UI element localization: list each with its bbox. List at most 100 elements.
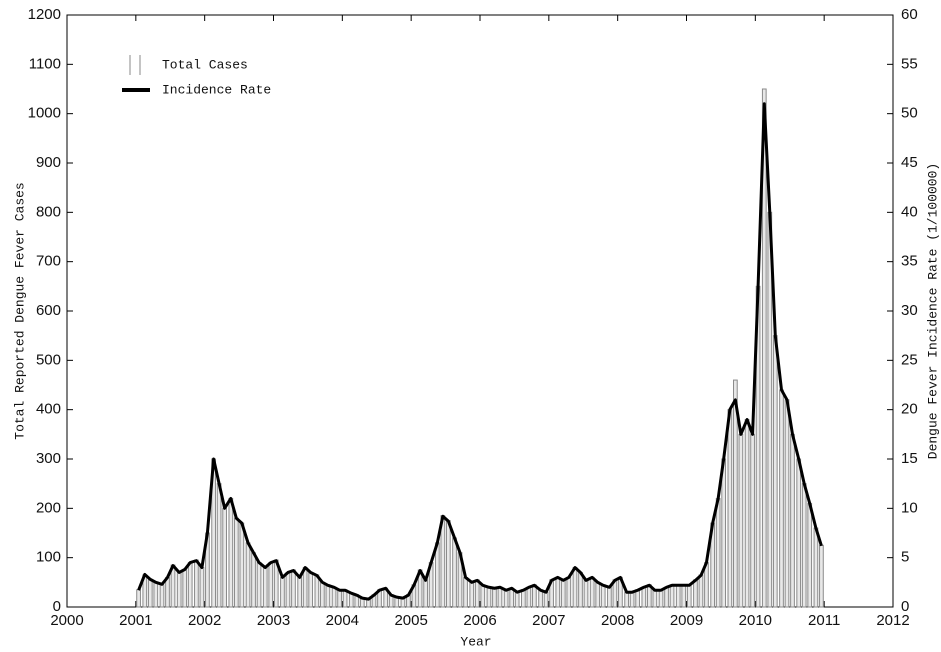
x-tick-label: 2005 — [394, 612, 427, 629]
y2-tick-label: 50 — [901, 105, 918, 122]
bar — [589, 576, 595, 608]
bar — [738, 433, 744, 608]
x-tick-label: 2012 — [876, 612, 909, 629]
y-tick-label: 0 — [53, 598, 61, 615]
bar — [514, 591, 520, 608]
bar — [555, 576, 561, 608]
y-tick-label: 800 — [36, 203, 61, 220]
bar — [761, 88, 767, 608]
bar — [538, 589, 543, 608]
bar — [320, 581, 325, 608]
y2-tick-label: 25 — [901, 351, 918, 368]
bar — [222, 507, 227, 608]
x-tick-label: 2002 — [188, 612, 221, 629]
bar — [641, 586, 647, 608]
bar — [560, 579, 566, 608]
y2-tick-label: 40 — [901, 203, 918, 220]
bar — [325, 584, 331, 608]
y2-tick-label: 10 — [901, 499, 918, 516]
bar — [693, 579, 698, 608]
x-tick-label: 2006 — [463, 612, 496, 629]
y2-tick-label: 60 — [901, 6, 918, 23]
bar — [715, 497, 721, 608]
bar — [635, 589, 640, 608]
x-tick-label: 2000 — [50, 612, 83, 629]
x-axis-title: Year — [460, 634, 491, 649]
y2-tick-label: 30 — [901, 302, 918, 319]
bar — [733, 379, 738, 608]
bar — [280, 576, 285, 608]
bar — [147, 579, 153, 608]
bar — [228, 497, 234, 608]
y2-tick-label: 20 — [901, 401, 918, 418]
y2-tick-label: 35 — [901, 253, 918, 270]
bar — [600, 584, 606, 608]
bar — [652, 589, 658, 608]
y-tick-label: 1000 — [28, 105, 61, 122]
bar — [480, 584, 486, 608]
bar — [245, 542, 251, 608]
bar — [819, 544, 824, 608]
bar — [159, 584, 165, 608]
bar — [664, 586, 669, 608]
bar — [772, 335, 778, 608]
bar — [291, 569, 296, 608]
bar — [452, 537, 457, 608]
bar — [595, 581, 601, 608]
bar — [583, 579, 589, 608]
bar — [801, 483, 807, 608]
y-tick-label: 1200 — [28, 6, 61, 23]
bar — [503, 589, 509, 608]
bar — [796, 458, 802, 608]
bar — [669, 584, 675, 608]
bar — [216, 483, 222, 608]
y2-tick-label: 15 — [901, 450, 918, 467]
bar — [744, 419, 750, 608]
bar — [607, 586, 612, 608]
bar — [681, 584, 687, 608]
bar — [686, 584, 692, 608]
x-tick-label: 2010 — [739, 612, 772, 629]
bar — [658, 589, 664, 608]
bar — [297, 576, 303, 608]
bar — [251, 552, 256, 608]
bar — [526, 586, 532, 608]
bar — [302, 567, 308, 608]
y2-tick-label: 0 — [901, 598, 909, 615]
x-tick-label: 2001 — [119, 612, 152, 629]
y2-tick-label: 55 — [901, 55, 918, 72]
bar — [187, 562, 193, 608]
y-tick-label: 500 — [36, 351, 61, 368]
bar — [199, 567, 205, 608]
bar — [268, 562, 274, 608]
bar — [445, 520, 451, 608]
bar — [474, 579, 480, 608]
y2-tick-label: 45 — [901, 154, 918, 171]
bar — [813, 527, 819, 608]
bar — [136, 589, 141, 608]
bar — [624, 591, 629, 608]
bar — [492, 587, 497, 608]
bar — [721, 458, 727, 608]
legend-label: Total Cases — [162, 57, 248, 72]
x-tick-label: 2008 — [601, 612, 634, 629]
y-tick-label: 200 — [36, 499, 61, 516]
bar — [434, 542, 440, 608]
bar — [698, 574, 704, 608]
y-tick-label: 400 — [36, 401, 61, 418]
bar — [572, 567, 578, 608]
bar — [423, 579, 428, 608]
bar — [239, 522, 245, 608]
bar — [675, 584, 681, 608]
bar — [285, 571, 291, 608]
bar — [497, 586, 503, 608]
bar — [262, 567, 268, 608]
line — [137, 102, 823, 601]
bar — [337, 589, 342, 608]
bar — [521, 589, 526, 608]
bar — [366, 599, 371, 608]
bar — [629, 591, 635, 608]
x-tick-label: 2009 — [670, 612, 703, 629]
bar — [153, 581, 159, 608]
